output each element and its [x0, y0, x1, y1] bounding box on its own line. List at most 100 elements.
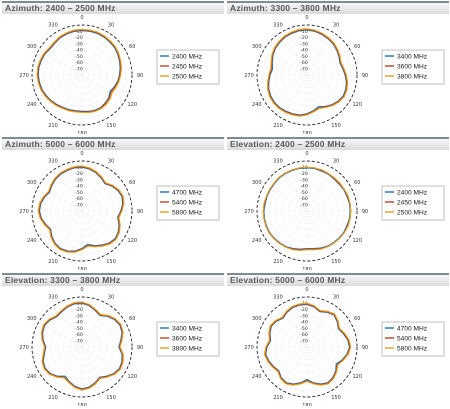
series-trace	[265, 303, 351, 385]
legend-label: 5800 MHz	[397, 345, 427, 352]
angle-spoke	[306, 74, 333, 119]
angle-spoke	[281, 303, 308, 348]
angle-spoke	[306, 74, 351, 101]
grid-circle	[269, 309, 345, 385]
angle-tick-label: 60	[354, 316, 360, 322]
angle-spoke	[38, 49, 83, 76]
radial-tick-label: -60	[75, 332, 83, 338]
angle-spoke	[56, 210, 83, 255]
angle-tick-label: 0	[305, 287, 308, 293]
angle-tick-label: 210	[48, 259, 58, 265]
series-trace	[40, 301, 124, 391]
angle-spoke	[263, 49, 308, 76]
angle-tick-label: 330	[48, 23, 58, 29]
angle-tick-label: 60	[129, 44, 135, 50]
grid-circle	[263, 31, 351, 119]
radial-tick-label: -30	[300, 313, 308, 319]
angle-spoke	[81, 210, 126, 237]
angle-spoke	[38, 185, 83, 212]
angle-tick-label: 300	[252, 316, 262, 322]
radial-tick-label: -50	[300, 190, 308, 196]
angle-tick-label: 240	[27, 374, 37, 380]
angle-tick-label: 270	[244, 73, 254, 79]
angle-spoke	[81, 31, 108, 76]
angle-tick-label: 210	[48, 395, 58, 401]
series-trace	[41, 302, 124, 391]
radial-tick-label: -60	[75, 196, 83, 202]
angle-spoke	[263, 185, 308, 212]
angle-tick-label: 0	[80, 151, 83, 157]
radial-tick-label: -70	[300, 66, 308, 72]
angle-tick-label: 210	[273, 259, 283, 265]
angle-tick-label: 120	[352, 238, 362, 244]
series-trace	[268, 29, 347, 116]
legend-label: 3600 MHz	[172, 335, 202, 342]
chart-panel-2: 0 30 60 90 120 150 180 210 240 270 300 330 -10 -20 -30…	[227, 1, 449, 134]
angle-spoke	[81, 167, 108, 212]
radial-tick-label: -70	[75, 66, 83, 72]
chart-panel-1: 0 30 60 90 120 150 180 210 240 270 300 330 -10 -20 -30…	[2, 1, 224, 134]
polar-plot: 0306090120150180210240270300330-10-20-30…	[19, 287, 220, 406]
angle-tick-label: 300	[252, 180, 262, 186]
radial-tick-label: -20	[300, 35, 308, 41]
radial-tick-label: -70	[300, 338, 308, 344]
angle-tick-label: 0	[305, 151, 308, 157]
angle-tick-label: 180	[302, 267, 312, 270]
legend-label: 3800 MHz	[397, 73, 427, 80]
grid-circle	[44, 173, 120, 249]
chart-title: Elevation: 2400 – 2500 MHz	[227, 137, 449, 150]
angle-spoke	[56, 74, 83, 119]
angle-tick-label: 0	[80, 287, 83, 293]
legend-label: 4700 MHz	[172, 189, 202, 196]
angle-tick-label: 180	[77, 267, 87, 270]
grid-circle	[56, 185, 108, 237]
chart-title: Elevation: 5000 – 6000 MHz	[227, 273, 449, 286]
angle-tick-label: 150	[331, 123, 341, 129]
grid-circle	[275, 315, 339, 379]
chart-panel-3: 0 30 60 90 120 150 180 210 240 270 300 330 -10 -20 -30…	[2, 137, 224, 270]
angle-tick-label: 240	[252, 102, 262, 108]
legend-label: 2400 MHz	[397, 189, 427, 196]
legend-label: 2500 MHz	[172, 73, 202, 80]
angle-spoke	[306, 346, 333, 391]
angle-tick-label: 180	[302, 403, 312, 406]
radial-tick-label: -40	[300, 320, 308, 326]
angle-spoke	[81, 346, 108, 391]
angle-tick-label: 120	[127, 374, 137, 380]
outer-ring	[256, 296, 358, 398]
angle-spoke	[81, 185, 126, 212]
grid-circle	[50, 43, 114, 107]
outer-ring	[256, 24, 358, 126]
angle-tick-label: 150	[331, 395, 341, 401]
angle-tick-label: 330	[273, 23, 283, 29]
series-trace	[36, 28, 122, 114]
grid-circle	[281, 185, 333, 237]
angle-spoke	[306, 49, 351, 76]
outer-ring	[31, 24, 133, 126]
grid-circle	[38, 303, 126, 391]
radial-tick-label: -30	[300, 177, 308, 183]
radial-tick-label: -50	[300, 54, 308, 60]
polar-plot: 0306090120150180210240270300330-10-20-30…	[19, 15, 220, 134]
angle-spoke	[38, 210, 83, 237]
grid-circle	[56, 321, 108, 373]
chart-panel-5: 0 30 60 90 120 150 180 210 240 270 300 330 -10 -20 -30…	[2, 273, 224, 406]
chart-panel-4: 0 30 60 90 120 150 180 210 240 270 300 330 -10 -20 -30…	[227, 137, 449, 270]
radial-tick-label: -70	[75, 202, 83, 208]
chart-title: Elevation: 3300 – 3800 MHz	[2, 273, 224, 286]
radial-tick-label: -50	[75, 54, 83, 60]
angle-spoke	[81, 321, 126, 348]
angle-tick-label: 300	[27, 316, 37, 322]
angle-tick-label: 90	[137, 209, 143, 215]
angle-tick-label: 270	[19, 73, 29, 79]
radial-tick-label: -40	[300, 184, 308, 190]
series-trace	[37, 165, 125, 253]
radial-tick-label: -10	[75, 29, 83, 35]
angle-spoke	[81, 74, 108, 119]
legend-label: 2400 MHz	[172, 53, 202, 60]
angle-spoke	[281, 167, 308, 212]
series-trace	[263, 167, 351, 250]
radial-tick-label: -10	[300, 29, 308, 35]
radial-tick-label: -40	[300, 48, 308, 54]
angle-tick-label: 60	[354, 44, 360, 50]
